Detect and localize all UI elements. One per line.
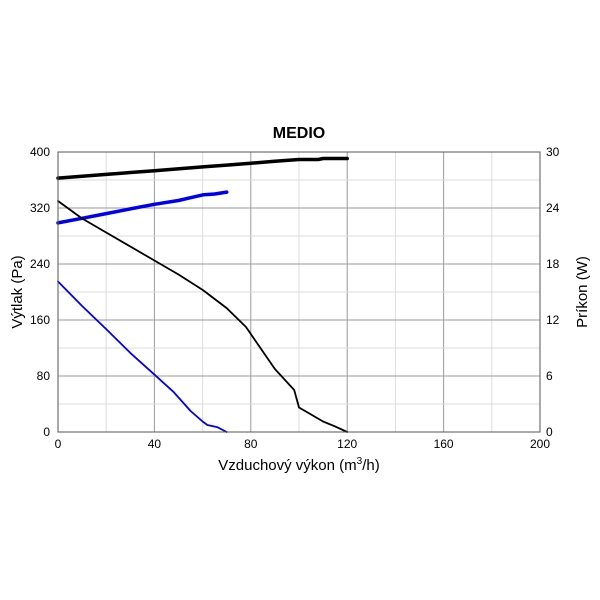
y2-tick-label: 0 [546, 425, 553, 439]
y2-tick-label: 6 [546, 369, 553, 383]
y-tick-label: 400 [30, 145, 50, 159]
series-line-3 [57, 200, 349, 433]
y-tick-label: 320 [30, 201, 50, 215]
x-tick-label: 160 [434, 437, 454, 451]
series-line-1 [56, 156, 349, 180]
gridlines [57, 151, 541, 433]
y2-axis-title: Príkon (W) [574, 256, 591, 328]
plot-frame [57, 151, 541, 433]
y-tick-label: 80 [37, 369, 51, 383]
y2-tick-label: 24 [546, 201, 560, 215]
series-line-2 [56, 190, 229, 225]
y-tick-label: 240 [30, 257, 50, 271]
x-tick-label: 120 [337, 437, 357, 451]
series-line-4 [57, 280, 228, 433]
x-tick-label: 200 [530, 437, 550, 451]
x-tick-label: 0 [55, 437, 62, 451]
y-tick-label: 160 [30, 313, 50, 327]
y2-tick-label: 12 [546, 313, 560, 327]
y-axis-title: Výtlak (Pa) [9, 255, 26, 328]
chart-title: MEDIO [273, 125, 325, 142]
series-group [56, 156, 349, 433]
y-tick-label: 0 [43, 425, 50, 439]
y2-tick-label: 18 [546, 257, 560, 271]
x-axis-title: Vzduchový výkon (m3/h) [218, 456, 379, 474]
x-tick-label: 80 [244, 437, 258, 451]
x-tick-label: 40 [148, 437, 162, 451]
y2-tick-label: 30 [546, 145, 560, 159]
